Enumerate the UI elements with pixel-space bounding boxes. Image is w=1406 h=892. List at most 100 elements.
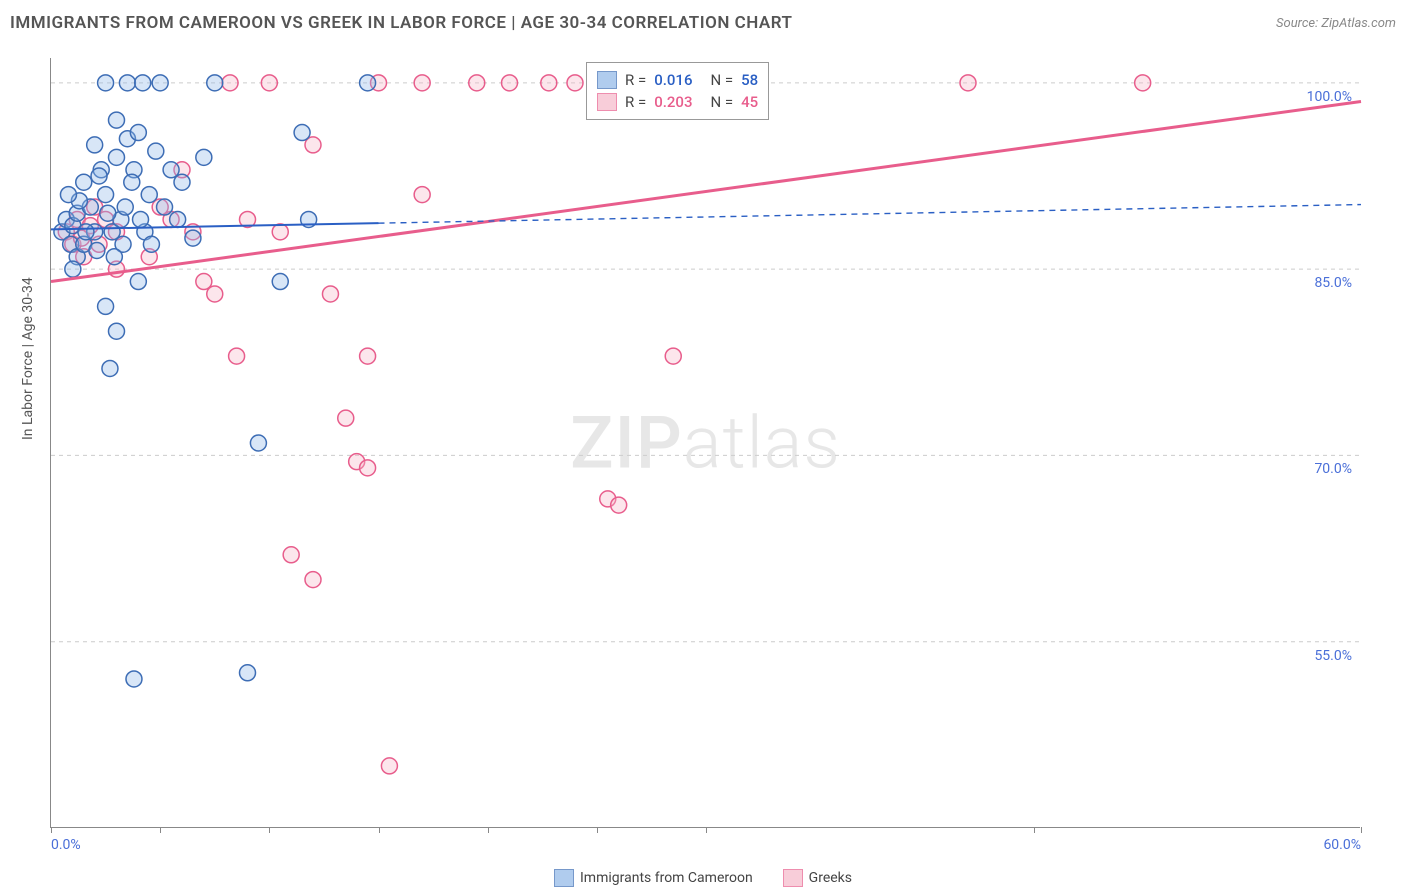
scatter-point <box>502 75 518 91</box>
scatter-point <box>338 410 354 426</box>
scatter-point <box>109 112 125 128</box>
scatter-point <box>60 187 76 203</box>
chart-title: IMMIGRANTS FROM CAMEROON VS GREEK IN LAB… <box>10 13 793 33</box>
x-tick <box>160 827 161 833</box>
correlation-legend: R = 0.016 N = 58 R = 0.203 N = 45 <box>586 62 769 120</box>
n-value-b: 45 <box>741 93 758 111</box>
scatter-point <box>196 149 212 165</box>
scatter-point <box>665 348 681 364</box>
scatter-point <box>141 187 157 203</box>
scatter-point <box>567 75 583 91</box>
scatter-point <box>1135 75 1151 91</box>
scatter-point <box>222 75 238 91</box>
scatter-point <box>76 174 92 190</box>
y-tick-label: 70.0% <box>1314 461 1352 477</box>
scatter-point <box>130 274 146 290</box>
scatter-point <box>163 162 179 178</box>
scatter-point <box>360 348 376 364</box>
scatter-point <box>143 236 159 252</box>
trend-line-solid <box>51 101 1361 281</box>
x-tick <box>269 827 270 833</box>
scatter-point <box>240 665 256 681</box>
scatter-point <box>65 261 81 277</box>
scatter-point <box>102 360 118 376</box>
scatter-point <box>469 75 485 91</box>
scatter-point <box>294 125 310 141</box>
scatter-point <box>87 137 103 153</box>
scatter-point <box>98 187 114 203</box>
swatch-b-icon <box>783 869 803 887</box>
scatter-point <box>124 174 140 190</box>
scatter-point <box>960 75 976 91</box>
source-label: Source: ZipAtlas.com <box>1276 16 1396 31</box>
n-label-b: N = <box>710 93 733 111</box>
y-tick-label: 55.0% <box>1314 648 1352 664</box>
swatch-series-b <box>597 93 617 111</box>
bottom-legend: Immigrants from Cameroon Greeks <box>0 869 1406 887</box>
scatter-point <box>611 497 627 513</box>
trend-line-dashed <box>379 205 1362 224</box>
scatter-point <box>148 143 164 159</box>
r-label-a: R = <box>625 71 646 89</box>
scatter-point <box>305 572 321 588</box>
scatter-point <box>229 348 245 364</box>
x-tick <box>597 827 598 833</box>
scatter-point <box>272 274 288 290</box>
legend-label-b: Greeks <box>809 870 852 886</box>
scatter-point <box>322 286 338 302</box>
chart-container: IMMIGRANTS FROM CAMEROON VS GREEK IN LAB… <box>0 0 1406 892</box>
r-value-b: 0.203 <box>654 93 692 111</box>
title-bar: IMMIGRANTS FROM CAMEROON VS GREEK IN LAB… <box>10 8 1396 38</box>
scatter-point <box>91 168 107 184</box>
x-tick <box>488 827 489 833</box>
swatch-series-a <box>597 71 617 89</box>
scatter-point <box>89 243 105 259</box>
scatter-point <box>98 298 114 314</box>
x-tick <box>706 827 707 833</box>
scatter-point <box>414 187 430 203</box>
scatter-point <box>250 435 266 451</box>
plot-svg <box>51 58 1360 827</box>
scatter-point <box>185 230 201 246</box>
legend-row-b: R = 0.203 N = 45 <box>597 91 758 113</box>
x-tick <box>379 827 380 833</box>
scatter-point <box>109 323 125 339</box>
x-tick <box>51 827 52 833</box>
n-value-a: 58 <box>741 71 758 89</box>
y-axis-title: In Labor Force | Age 30-34 <box>20 277 36 440</box>
scatter-point <box>126 671 142 687</box>
scatter-point <box>78 224 94 240</box>
scatter-point <box>541 75 557 91</box>
r-value-a: 0.016 <box>654 71 692 89</box>
scatter-point <box>170 211 186 227</box>
legend-label-a: Immigrants from Cameroon <box>580 870 753 886</box>
scatter-point <box>272 224 288 240</box>
x-tick-label: 0.0% <box>51 837 81 853</box>
r-label-b: R = <box>625 93 646 111</box>
scatter-point <box>135 75 151 91</box>
x-tick <box>1361 827 1362 833</box>
legend-item-b: Greeks <box>783 869 852 887</box>
scatter-point <box>119 75 135 91</box>
legend-row-a: R = 0.016 N = 58 <box>597 69 758 91</box>
scatter-point <box>283 547 299 563</box>
scatter-point <box>133 211 149 227</box>
x-tick-label: 60.0% <box>1323 837 1361 853</box>
scatter-point <box>98 75 114 91</box>
scatter-point <box>117 199 133 215</box>
n-label-a: N = <box>710 71 733 89</box>
plot-area: ZIPatlas R = 0.016 N = 58 R = 0.203 N = … <box>50 58 1360 828</box>
scatter-point <box>261 75 277 91</box>
y-tick-label: 85.0% <box>1314 275 1352 291</box>
scatter-point <box>157 199 173 215</box>
scatter-point <box>106 249 122 265</box>
scatter-point <box>109 149 125 165</box>
scatter-point <box>207 286 223 302</box>
swatch-a-icon <box>554 869 574 887</box>
x-tick <box>1034 827 1035 833</box>
legend-item-a: Immigrants from Cameroon <box>554 869 753 887</box>
scatter-point <box>100 205 116 221</box>
scatter-point <box>360 75 376 91</box>
scatter-point <box>207 75 223 91</box>
y-tick-label: 100.0% <box>1307 89 1352 105</box>
